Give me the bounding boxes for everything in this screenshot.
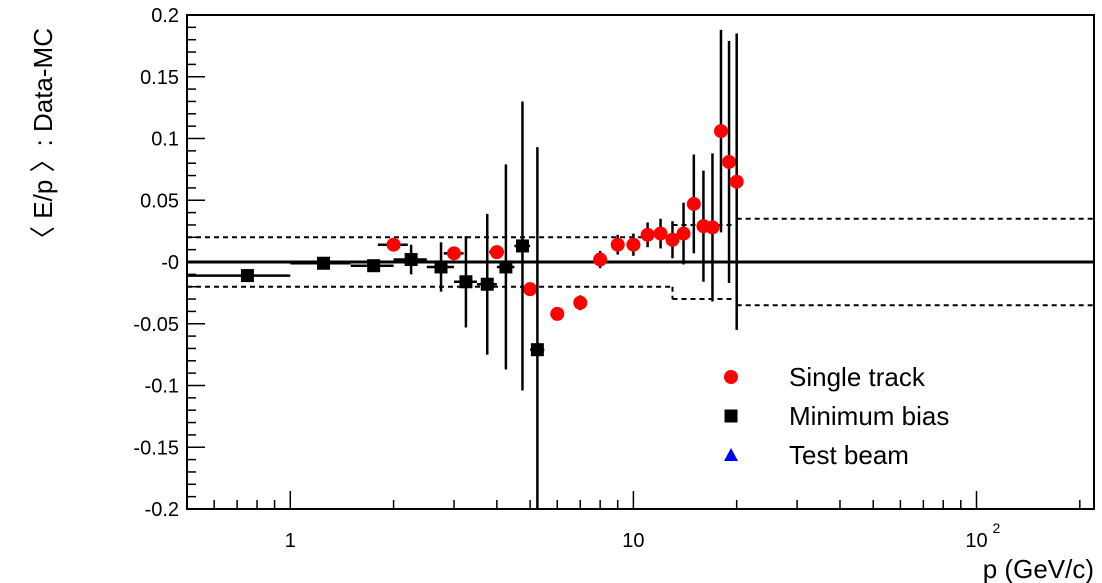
data-point [610, 237, 625, 252]
x-tick-label: 1 [285, 530, 296, 552]
x-tick-label: 10 [622, 530, 644, 552]
legend-label: Minimum bias [789, 401, 949, 431]
y-tick-label: 0.15 [140, 67, 179, 89]
y-axis-title: 〈 E/p 〉: Data-MC [28, 28, 58, 252]
data-point [386, 237, 401, 252]
plot-area [186, 14, 1095, 510]
y-tick-label: -0.2 [145, 499, 179, 521]
y-tick-label: 0.2 [151, 5, 179, 27]
y-axis: 0.2 0.15 0.1 0.05 -0 -0.05 -0.1 -0.15 -0.2 [133, 5, 205, 521]
data-point [686, 196, 701, 211]
data-point [480, 277, 494, 291]
data-point [573, 295, 588, 310]
x-tick-label: 10 [965, 530, 987, 552]
data-point [499, 260, 513, 274]
data-point [489, 245, 504, 260]
series-single-track [377, 29, 744, 330]
y-tick-label: -0.15 [133, 437, 179, 459]
data-point [593, 252, 608, 267]
legend: Single track Minimum bias Test beam [724, 362, 949, 470]
legend-marker-circle [724, 370, 738, 384]
data-point [626, 237, 641, 252]
y-tick-label: -0 [161, 252, 179, 274]
data-point [317, 256, 331, 270]
data-point [530, 343, 544, 357]
data-point [404, 253, 418, 267]
legend-label: Test beam [789, 440, 909, 470]
data-point [434, 260, 448, 274]
x-tick-exponent: 2 [993, 520, 1001, 536]
data-point [722, 154, 737, 169]
x-axis: 1 10 10 2 [186, 491, 1081, 552]
legend-marker-square [724, 409, 738, 423]
data-point [550, 306, 565, 321]
data-point [446, 246, 461, 261]
data-point [367, 259, 381, 273]
y-tick-label: -0.1 [145, 376, 179, 398]
data-point [515, 239, 529, 253]
data-point [459, 275, 473, 289]
data-point [705, 220, 720, 235]
series-minimum-bias [187, 101, 545, 509]
data-point [523, 282, 538, 297]
data-point [676, 226, 691, 241]
data-point [665, 232, 680, 247]
y-tick-label: -0.05 [133, 314, 179, 336]
legend-label: Single track [789, 362, 926, 392]
data-point [729, 174, 744, 189]
data-point [653, 226, 668, 241]
data-point [240, 269, 254, 283]
data-point [713, 124, 728, 139]
y-tick-label: 0.1 [151, 129, 179, 151]
y-tick-label: 0.05 [140, 190, 179, 212]
data-point [640, 227, 655, 242]
x-axis-title: p (GeV/c) [983, 554, 1094, 583]
legend-marker-triangle [724, 448, 738, 461]
